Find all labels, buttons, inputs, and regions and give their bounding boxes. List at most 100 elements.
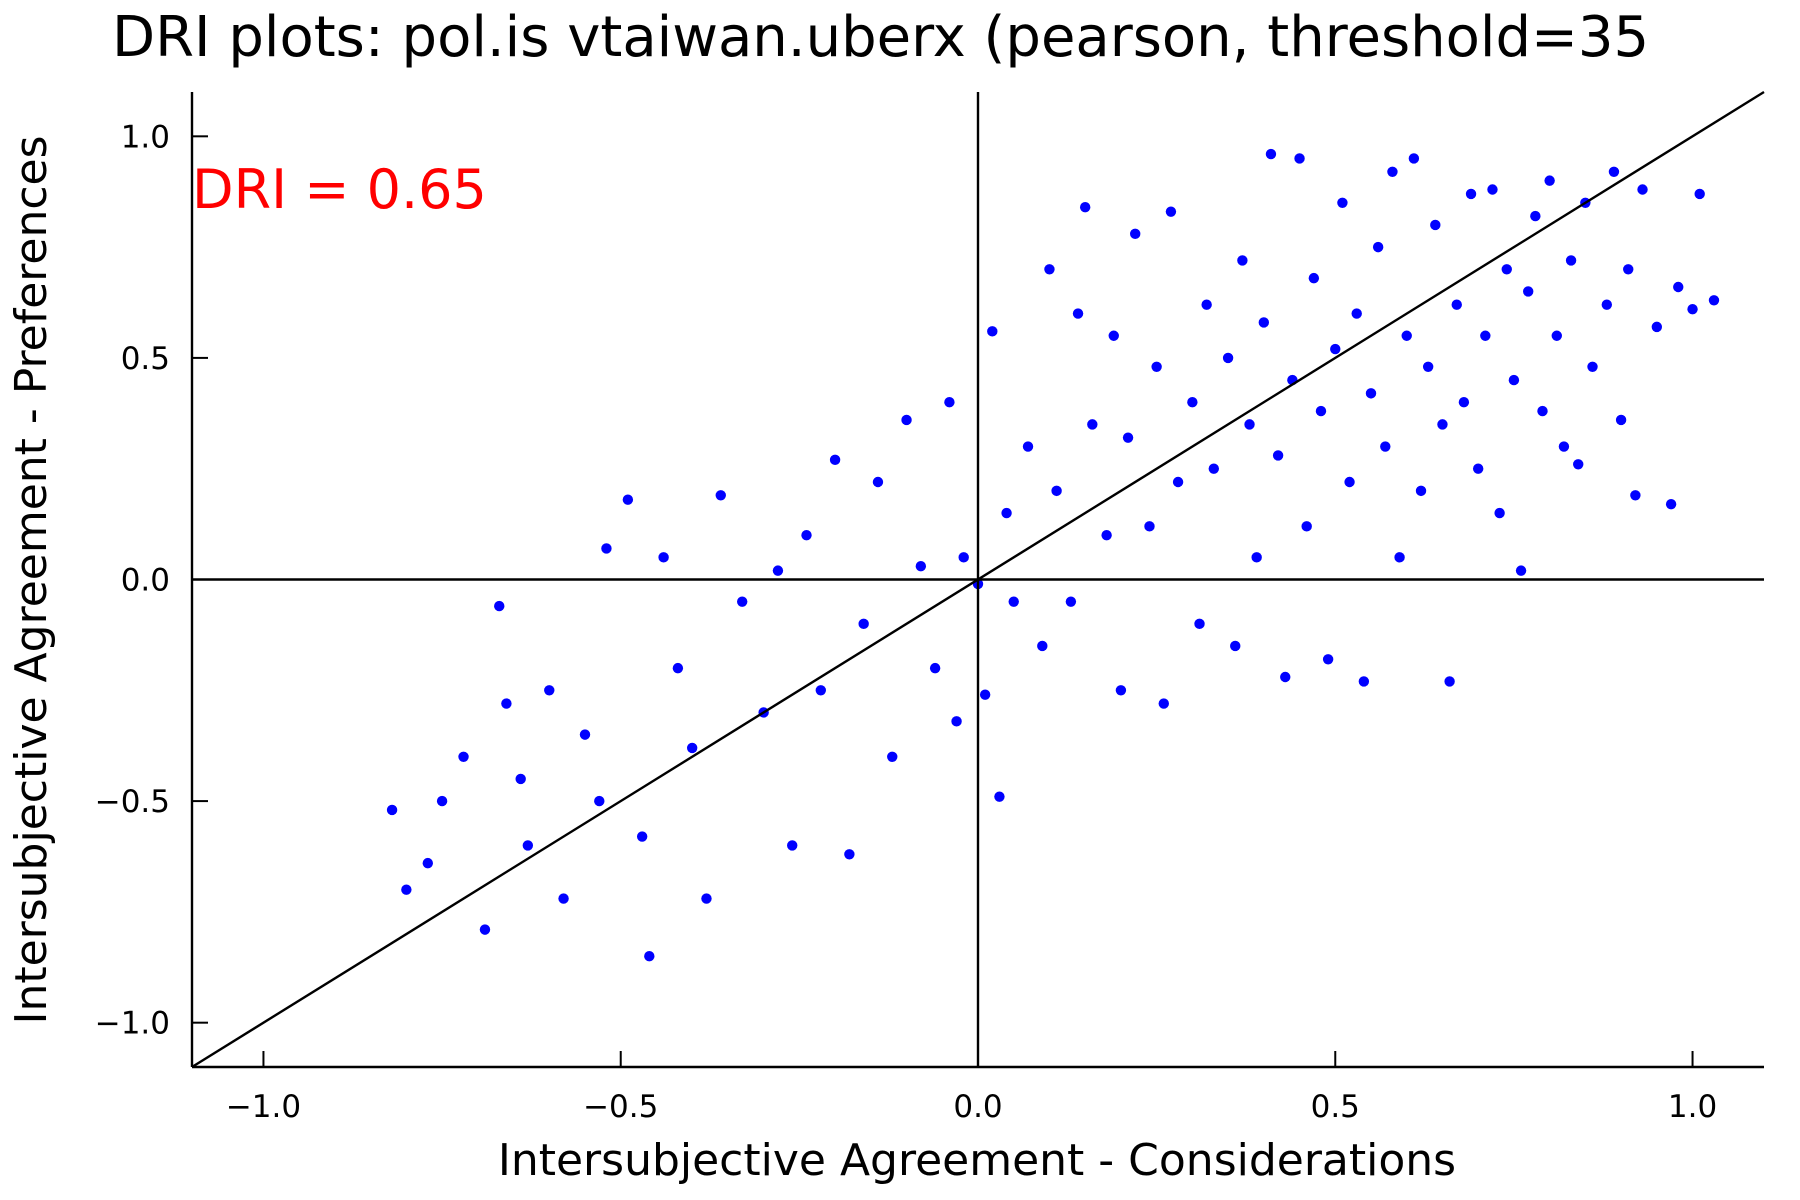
data-point xyxy=(1108,330,1119,341)
data-point xyxy=(1615,414,1627,426)
data-point xyxy=(1237,255,1248,266)
data-point xyxy=(715,490,726,501)
data-point xyxy=(929,662,941,674)
data-point xyxy=(1079,202,1091,213)
data-point xyxy=(1422,361,1434,372)
data-point xyxy=(594,795,605,807)
data-point xyxy=(1487,184,1498,195)
data-point xyxy=(479,924,491,935)
data-point xyxy=(1158,698,1169,709)
data-point xyxy=(1687,303,1698,315)
data-point xyxy=(994,791,1005,802)
data-point xyxy=(901,414,912,426)
data-point xyxy=(1601,299,1613,310)
data-point xyxy=(1165,206,1177,217)
data-point xyxy=(622,494,634,505)
data-point xyxy=(772,565,784,576)
data-point xyxy=(1380,441,1391,452)
data-point xyxy=(1351,308,1362,319)
data-point xyxy=(1415,485,1427,497)
data-point xyxy=(1294,153,1305,164)
data-point xyxy=(1451,299,1462,310)
data-point xyxy=(1008,596,1019,607)
data-point xyxy=(737,596,748,607)
data-point xyxy=(1508,374,1520,386)
data-point xyxy=(1530,210,1541,222)
x-tick-label: 1.0 xyxy=(1668,1089,1717,1125)
data-point xyxy=(1444,676,1455,687)
data-point xyxy=(1201,299,1212,310)
data-point xyxy=(1551,330,1562,341)
data-point xyxy=(1537,405,1548,417)
data-point xyxy=(1051,485,1062,497)
data-point xyxy=(887,751,898,762)
data-point xyxy=(872,476,884,488)
data-point xyxy=(1115,685,1127,696)
data-point xyxy=(951,716,962,727)
data-point xyxy=(1694,188,1705,200)
data-point xyxy=(1001,507,1012,519)
data-point xyxy=(422,857,433,869)
data-point xyxy=(1458,397,1470,408)
data-point xyxy=(1187,397,1198,408)
data-point xyxy=(601,543,612,554)
data-point xyxy=(501,698,512,709)
y-tick-label: 0.5 xyxy=(121,341,170,377)
data-point xyxy=(1344,476,1355,488)
diagonal-reference-line xyxy=(191,90,1765,1069)
scatter-points xyxy=(386,148,1720,962)
data-point xyxy=(458,751,469,762)
x-tick-label: −0.5 xyxy=(583,1089,658,1125)
data-point xyxy=(1172,476,1184,488)
data-point xyxy=(1065,596,1077,607)
data-point xyxy=(401,884,412,895)
data-point xyxy=(1144,521,1155,532)
data-point xyxy=(1665,498,1677,510)
data-point xyxy=(1544,175,1555,186)
data-point xyxy=(515,773,526,785)
data-point xyxy=(1623,264,1634,275)
data-point xyxy=(1651,321,1663,333)
data-point xyxy=(1587,361,1598,372)
y-tick-label: 1.0 xyxy=(121,119,170,155)
data-point xyxy=(558,893,569,904)
x-tick-label: 0.0 xyxy=(953,1089,1002,1125)
data-point xyxy=(1308,272,1320,284)
chart-title: DRI plots: pol.is vtaiwan.uberx (pearson… xyxy=(112,5,1649,70)
data-point xyxy=(1515,565,1527,576)
data-point xyxy=(1337,197,1348,208)
data-point xyxy=(1608,166,1620,177)
y-axis-label: Intersubjective Agreement - Preferences xyxy=(6,135,57,1024)
data-point xyxy=(1322,654,1334,665)
data-point xyxy=(1408,153,1420,164)
data-point xyxy=(958,552,969,563)
data-point xyxy=(787,840,798,851)
data-point xyxy=(1230,640,1241,652)
data-point xyxy=(915,561,927,572)
x-axis-label: Intersubjective Agreement - Consideratio… xyxy=(498,1135,1456,1186)
data-point xyxy=(858,618,869,630)
data-point xyxy=(1315,405,1327,417)
data-point xyxy=(1222,352,1234,364)
data-point xyxy=(672,662,684,674)
y-tick-label: −0.5 xyxy=(95,784,170,820)
data-point xyxy=(1072,308,1084,319)
data-point xyxy=(544,685,555,696)
data-point xyxy=(1265,148,1277,160)
data-point xyxy=(1130,228,1141,240)
data-point xyxy=(636,831,648,842)
x-tick-label: 0.5 xyxy=(1311,1089,1360,1125)
data-point xyxy=(1630,490,1641,501)
data-point xyxy=(801,529,812,541)
data-point xyxy=(1101,529,1112,541)
data-point xyxy=(1122,432,1134,443)
data-point xyxy=(522,840,534,851)
data-point xyxy=(1387,166,1398,177)
data-point xyxy=(1258,317,1270,328)
data-point xyxy=(1330,343,1341,355)
data-point xyxy=(1501,264,1512,275)
data-point xyxy=(979,689,991,700)
axes xyxy=(190,90,1765,1069)
data-point xyxy=(1280,671,1291,683)
